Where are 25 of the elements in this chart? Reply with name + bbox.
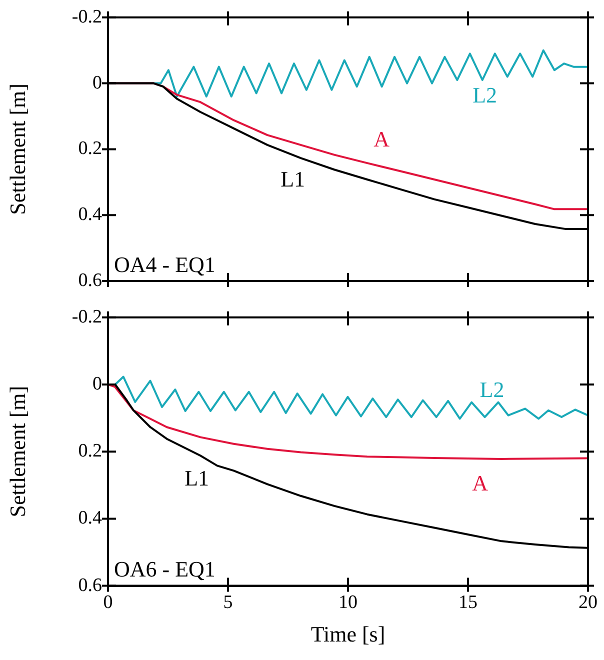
series-label: A (374, 126, 390, 152)
series-label: A (472, 470, 488, 496)
annotation: OA6 - EQ1 (114, 556, 216, 582)
y-tick-label: 0.4 (78, 508, 102, 529)
x-tick-label: 5 (223, 592, 233, 614)
y-tick-label: 0.6 (78, 574, 102, 596)
series-label: L2 (480, 376, 504, 402)
y-tick-label: 0.2 (78, 138, 102, 160)
y-axis-title: Settlement [m] (4, 386, 30, 518)
x-axis-title: Time [s] (310, 622, 386, 647)
annotation: OA4 - EQ1 (114, 252, 216, 277)
series-label: L2 (472, 82, 498, 108)
y-tick-label: 0.6 (78, 270, 102, 291)
y-tick-label: -0.2 (72, 6, 102, 28)
y-tick-label: 0 (92, 373, 102, 394)
y-axis-title: Settlement [m] (4, 84, 30, 215)
y-tick-label: 0.4 (78, 204, 102, 226)
y-tick-label: 0 (92, 72, 102, 94)
x-tick-label: 20 (578, 592, 598, 614)
y-tick-label: 0.2 (78, 440, 102, 462)
x-tick-label: 15 (458, 592, 478, 614)
y-tick-label: -0.2 (72, 306, 102, 328)
series-label: L1 (184, 466, 210, 491)
x-tick-label: 10 (338, 592, 358, 614)
series-label: L1 (280, 166, 306, 192)
